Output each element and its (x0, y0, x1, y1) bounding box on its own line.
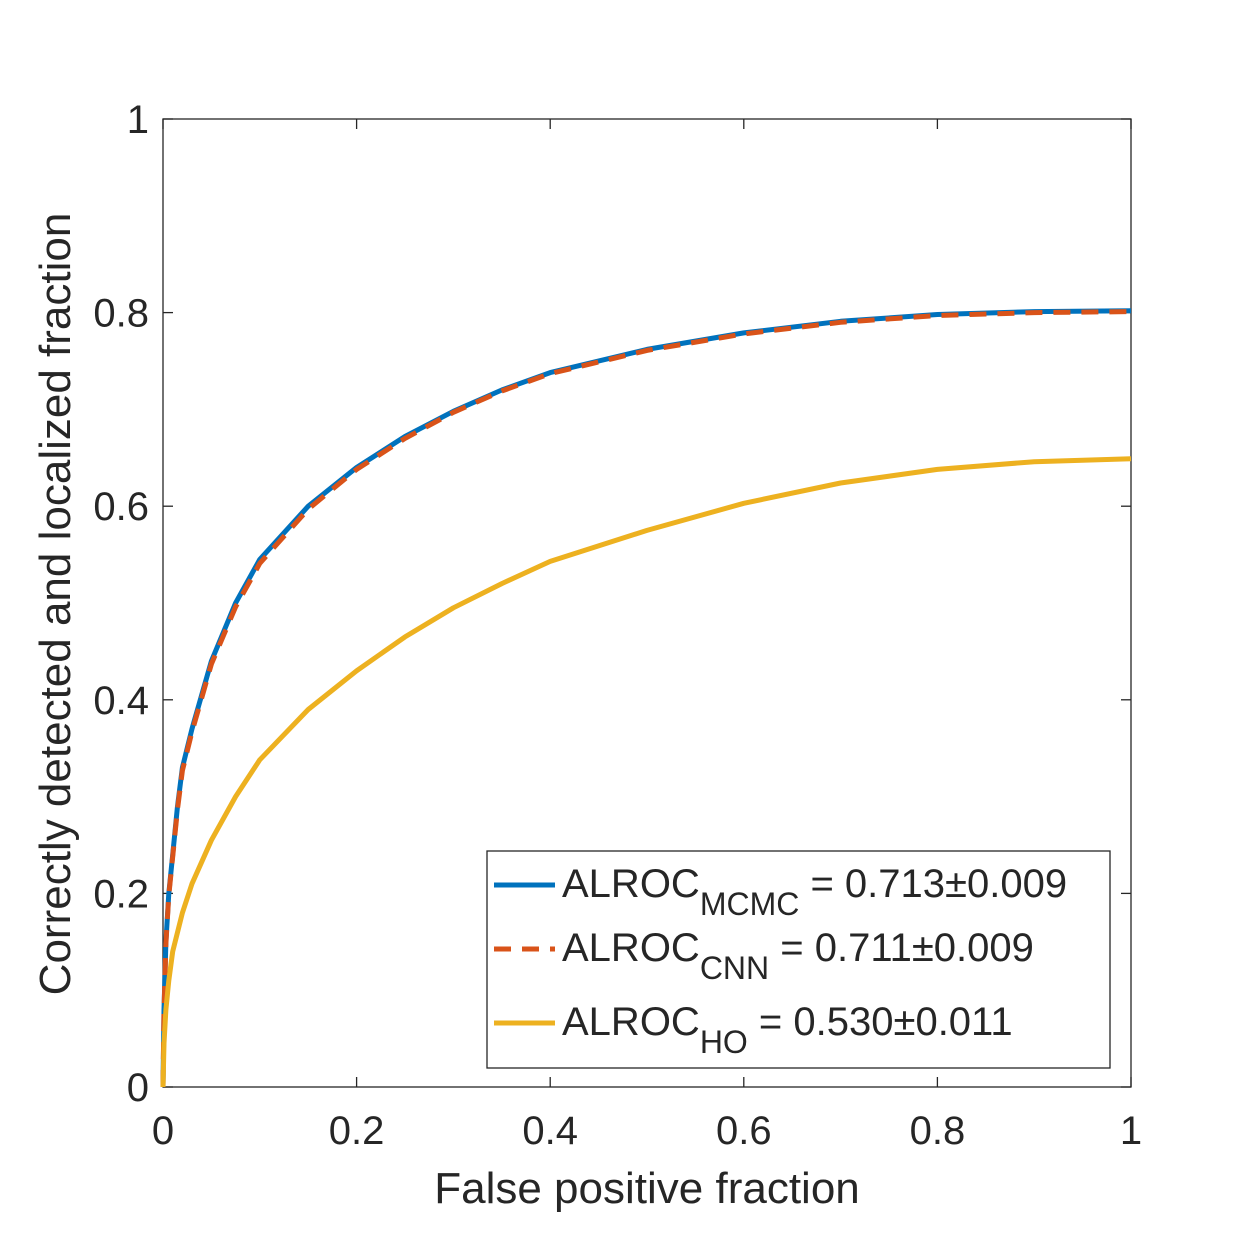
y-tick-label: 0.4 (93, 679, 149, 723)
x-tick-label: 0 (152, 1109, 174, 1153)
curves (160, 308, 1132, 1088)
ho-curve (160, 456, 1132, 1088)
legend-label: ALROCCNN = 0.711±0.009 (562, 926, 1034, 986)
y-tick-label: 0.6 (93, 485, 149, 529)
y-tick-label: 0.2 (93, 872, 149, 916)
legend-label: ALROCHO = 0.530±0.011 (562, 1000, 1013, 1060)
cnn-curve (160, 309, 1132, 1088)
x-tick-label: 0.6 (716, 1109, 772, 1153)
x-tick-label: 0.2 (329, 1109, 385, 1153)
x-axis-label: False positive fraction (434, 1164, 860, 1213)
y-axis-label: Correctly detected and localized fractio… (31, 213, 80, 996)
legend-label: ALROCMCMC = 0.713±0.009 (562, 862, 1067, 922)
y-tick-label: 0 (127, 1066, 149, 1110)
y-tick-label: 1 (127, 98, 149, 142)
x-axis: 0 0.2 0.4 0.6 0.8 1 (152, 119, 1142, 1153)
y-tick-label: 0.8 (93, 292, 149, 336)
x-tick-label: 0.8 (910, 1109, 966, 1153)
x-tick-label: 0.4 (522, 1109, 578, 1153)
x-tick-label: 1 (1120, 1109, 1142, 1153)
y-axis: 0 0.2 0.4 0.6 0.8 1 (93, 98, 1131, 1110)
legend-box (486, 850, 1111, 1069)
